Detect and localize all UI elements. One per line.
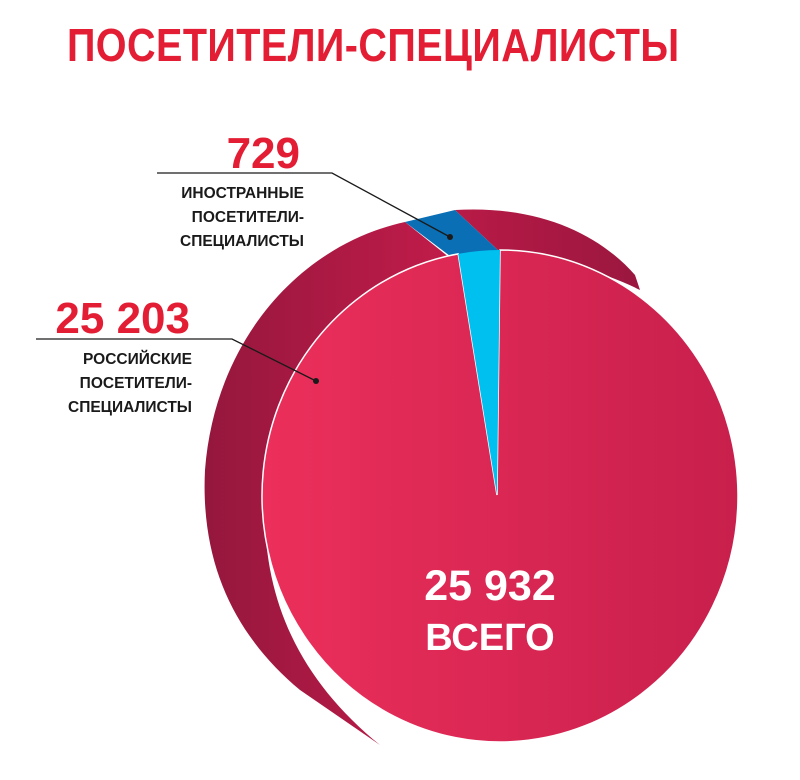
foreign-caption-line-2: ПОСЕТИТЕЛИ- xyxy=(192,209,304,226)
leader-dot-russian xyxy=(313,378,319,384)
leader-line-foreign xyxy=(157,172,451,238)
small-slice xyxy=(458,250,500,495)
total-value: 25 932 xyxy=(424,562,556,610)
foreign-value-label: 729 xyxy=(227,129,300,178)
russian-value-label: 25 203 xyxy=(55,294,190,343)
foreign-caption-line-1: ИНОСТРАННЫЕ xyxy=(181,185,304,202)
leader-line-russian xyxy=(36,338,317,382)
leader-dot-foreign xyxy=(447,234,453,240)
russian-caption-line-1: РОССИЙСКИЕ xyxy=(83,350,192,368)
foreign-caption-line-3: СПЕЦИАЛИСТЫ xyxy=(180,233,304,250)
large-slice xyxy=(261,249,739,743)
russian-caption-line-2: ПОСЕТИТЕЛИ- xyxy=(80,375,192,392)
total-label: ВСЕГО xyxy=(425,617,554,659)
russian-caption-line-3: СПЕЦИАЛИСТЫ xyxy=(68,399,192,416)
pie-side-depth xyxy=(204,222,455,745)
chart-title: ПОСЕТИТЕЛИ-СПЕЦИАЛИСТЫ xyxy=(66,19,680,71)
